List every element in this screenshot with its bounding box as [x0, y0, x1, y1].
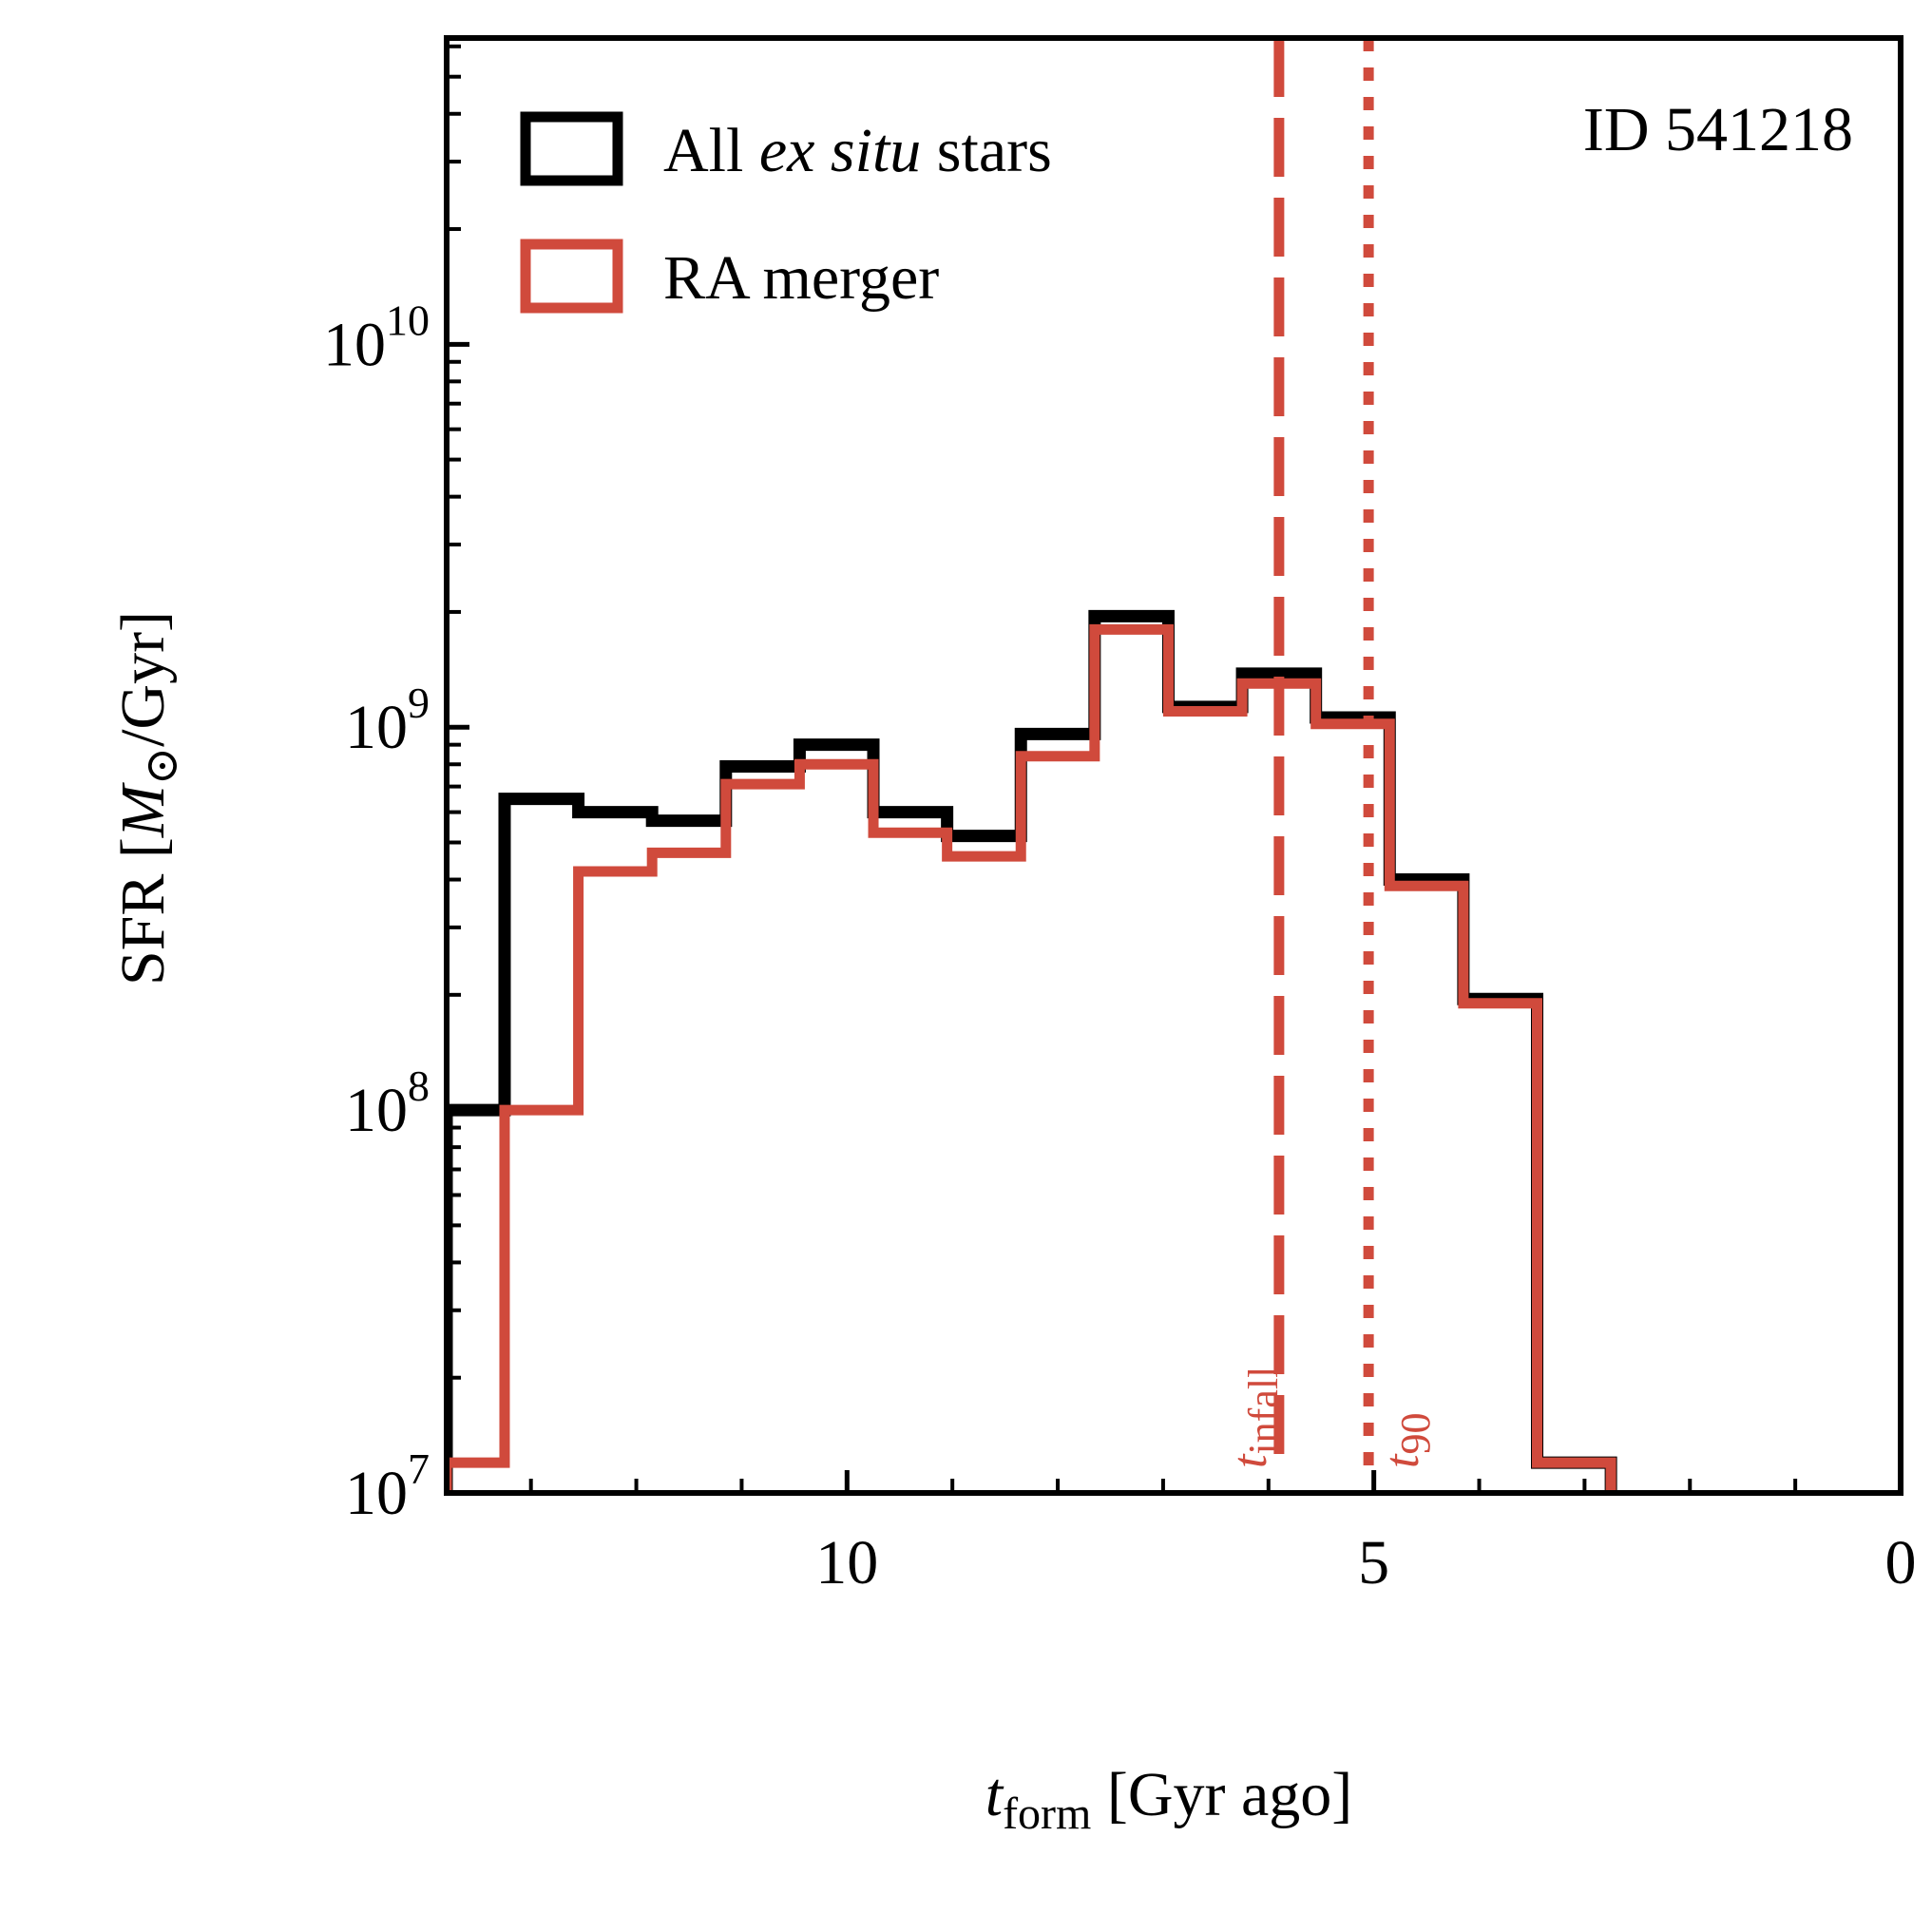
legend-swatch-0: [520, 111, 623, 186]
y-tick-exponent: 7: [408, 1444, 430, 1493]
xlabel-sub: form: [1003, 1789, 1091, 1839]
x-tick-label: 10: [815, 1528, 878, 1597]
legend-label-prefix: RA merger: [663, 243, 939, 313]
ylabel-symbol: M: [108, 781, 178, 838]
x-tick-label: 0: [1885, 1528, 1917, 1597]
t-90-label: t90: [1375, 1413, 1439, 1468]
marker-label-main: t: [1223, 1453, 1277, 1468]
legend-label-prefix: All: [663, 116, 759, 185]
y-tick-base: 10: [345, 1459, 408, 1528]
marker-label-main: t: [1375, 1453, 1429, 1468]
x-tick-label: 5: [1358, 1528, 1389, 1597]
y-tick-label: 109: [345, 679, 430, 762]
plot-clipped: [447, 38, 1617, 1493]
legend: All ex situ stars RA merger: [520, 111, 1052, 314]
histogram-series-all-ex-situ: [447, 609, 1617, 1493]
y-tick-label: 107: [345, 1444, 430, 1528]
y-tick-base: 10: [323, 310, 386, 379]
y-tick-base: 10: [345, 1076, 408, 1145]
legend-label-0: All ex situ stars: [663, 116, 1052, 185]
legend-swatch-1: [520, 239, 623, 314]
marker-label-sub: infall: [1240, 1367, 1287, 1455]
y-tick-exponent: 9: [408, 679, 430, 727]
y-tick-label: 108: [345, 1062, 430, 1145]
y-tick-base: 10: [345, 693, 408, 762]
legend-label-1: RA merger: [663, 243, 939, 313]
ylabel-part: /Gyr]: [108, 611, 178, 747]
x-axis-label: tform [Gyr ago]: [985, 1760, 1353, 1839]
xlabel-rest: [Gyr ago]: [1091, 1760, 1352, 1829]
legend-label-suffix: stars: [921, 116, 1051, 185]
galaxy-id-annotation: ID 541218: [1583, 95, 1853, 164]
ylabel-sub: ⊙: [137, 747, 187, 785]
ylabel-part: SFR [: [108, 837, 178, 985]
t-infall-label: tinfall: [1223, 1367, 1287, 1468]
marker-label-sub: 90: [1392, 1413, 1439, 1455]
y-axis-label: SFR [M⊙/Gyr]: [108, 611, 187, 985]
y-tick-exponent: 8: [408, 1062, 430, 1110]
histogram-series-ra-merger: [447, 623, 1616, 1493]
y-tick-label: 1010: [323, 296, 430, 379]
y-tick-exponent: 10: [386, 296, 430, 344]
plot-frame: [444, 35, 1903, 1496]
xlabel-main: t: [985, 1760, 1004, 1829]
legend-label-italic: ex situ: [759, 116, 921, 185]
